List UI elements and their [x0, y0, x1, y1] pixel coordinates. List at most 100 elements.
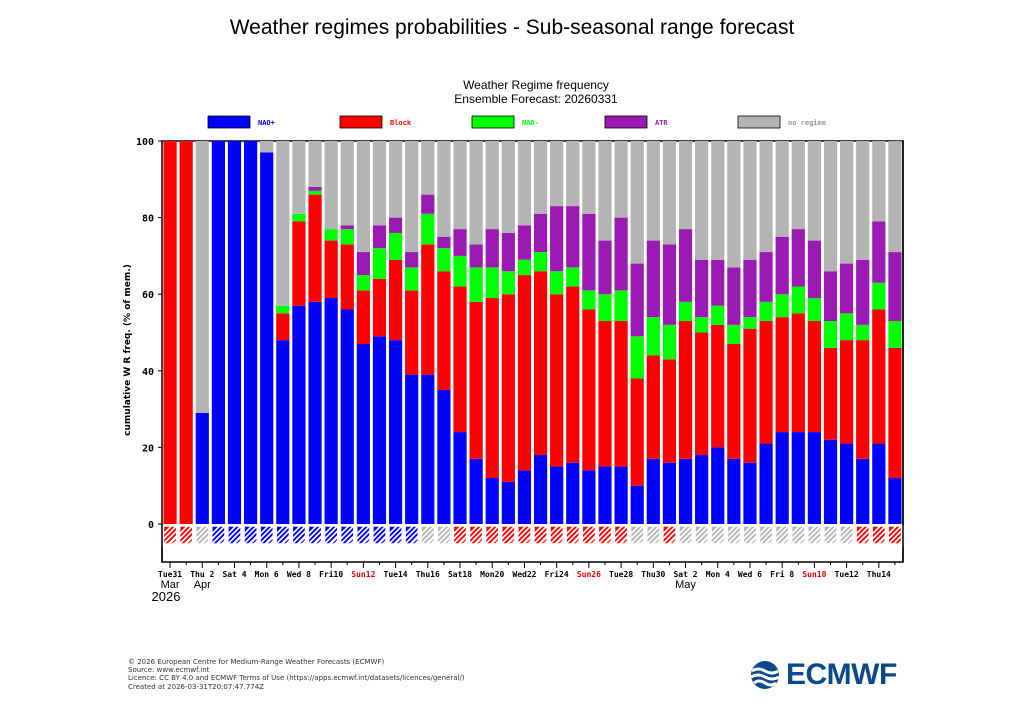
bar-segment: [533, 455, 548, 524]
y-tick-label: 0: [148, 520, 154, 531]
bar-segment: [356, 275, 370, 291]
y-tick-label: 60: [142, 290, 154, 301]
box-gap: [208, 525, 212, 545]
bar-segment: [582, 309, 596, 471]
legend-label: NAO+: [258, 119, 275, 127]
x-tick-label: Tue12: [835, 570, 859, 579]
bar-segment: [662, 141, 677, 245]
bar-segment: [485, 478, 499, 524]
bar-segment: [421, 374, 435, 524]
bar-segment: [453, 255, 467, 287]
bar-segment: [566, 206, 580, 268]
bar-segment: [888, 347, 902, 479]
bar-segment: [421, 244, 435, 375]
bar-segment: [678, 321, 693, 459]
bar-segment: [340, 225, 354, 230]
x-tick-label: Thu30: [641, 570, 665, 579]
bar-segment: [807, 240, 822, 299]
x-tick-label: Sat 4: [222, 570, 246, 579]
bar-segment: [598, 240, 612, 295]
bar-segment: [823, 321, 838, 348]
bar-segment: [807, 141, 822, 241]
box-gap: [337, 525, 341, 545]
box-gap: [756, 525, 760, 545]
bar-segment: [630, 263, 644, 337]
bar-segment: [582, 290, 596, 310]
bar-segment: [276, 340, 290, 524]
x-tick-label: Sat18: [448, 570, 472, 579]
y-tick-label: 20: [142, 443, 154, 454]
box-gap: [659, 525, 663, 545]
bar-segment: [485, 141, 499, 230]
ecmwf-globe-icon: [750, 661, 780, 689]
legend: NAO+ Block NAO- ATR no regime: [207, 115, 826, 129]
bar-segment: [646, 355, 660, 459]
box-gap: [885, 525, 889, 545]
bar-segment: [405, 290, 419, 375]
bar-segment: [340, 229, 354, 245]
bar-segment: [775, 317, 789, 433]
bar-segment: [372, 141, 387, 226]
bar-segment: [195, 141, 209, 413]
bar-segment: [437, 389, 451, 524]
bar-segment: [566, 462, 580, 524]
x-tick-label: Sat 2: [673, 570, 697, 579]
box-gap: [450, 525, 454, 545]
bar-segment: [421, 141, 435, 195]
box-gap: [224, 525, 228, 545]
bar-segment: [372, 336, 387, 524]
bar-segment: [566, 267, 580, 287]
x-axis: Tue31 Thu 2 Sat 4 Mon 6 Wed 8 Fri10 Sun12 Tue14…: [152, 562, 896, 604]
bar-segment: [372, 225, 387, 249]
bar-segment: [662, 244, 677, 325]
bar-segment: [695, 317, 709, 333]
box-gap: [547, 525, 551, 545]
bar-segment: [614, 141, 628, 218]
bar-segment: [260, 152, 274, 525]
bar-segment: [630, 378, 644, 486]
box-gap: [418, 525, 422, 545]
bar-segment: [388, 232, 403, 260]
bar-segment: [469, 267, 483, 302]
box-gap: [708, 525, 712, 545]
bar-segment: [888, 478, 902, 524]
bar-segment: [662, 359, 677, 463]
bar-segment: [775, 294, 789, 318]
bar-segment: [517, 225, 532, 260]
bar-segment: [840, 263, 854, 314]
bar-segment: [388, 141, 403, 218]
box-gap: [241, 525, 244, 545]
bar-segment: [775, 236, 789, 295]
bar-segment: [888, 321, 902, 348]
bar-segment: [388, 217, 403, 233]
bar-segment: [276, 141, 290, 306]
bar-segment: [308, 194, 322, 302]
bar-segment: [292, 213, 306, 222]
box-gap: [563, 525, 567, 545]
bar-segment: [888, 252, 902, 322]
bar-segment: [630, 336, 644, 379]
bar-segment: [678, 301, 693, 322]
bar-segment: [388, 340, 403, 524]
x-tick-label: Tue14: [384, 570, 408, 579]
bar-segment: [179, 141, 193, 524]
legend-swatch: [207, 115, 251, 129]
x-tick-label: Sun10: [802, 570, 826, 579]
box-gap: [321, 525, 325, 545]
bar-segment: [485, 229, 499, 268]
year-label: 2026: [152, 589, 181, 604]
box-gap: [289, 525, 293, 545]
bar-segment: [582, 470, 596, 524]
bar-segment: [598, 294, 612, 322]
bar-segment: [453, 432, 467, 524]
ecmwf-logo[interactable]: ECMWF: [748, 657, 898, 695]
month-label: May: [675, 579, 696, 591]
x-tick-label: Mon 4: [706, 570, 730, 579]
y-axis: 0 20 40 60 80 100: [136, 137, 162, 531]
box-gap: [595, 525, 599, 545]
x-tick-label: Fri10: [319, 569, 343, 579]
legend-label: no regime: [788, 119, 826, 127]
bar-segment: [856, 259, 870, 325]
bar-segment: [276, 305, 290, 314]
